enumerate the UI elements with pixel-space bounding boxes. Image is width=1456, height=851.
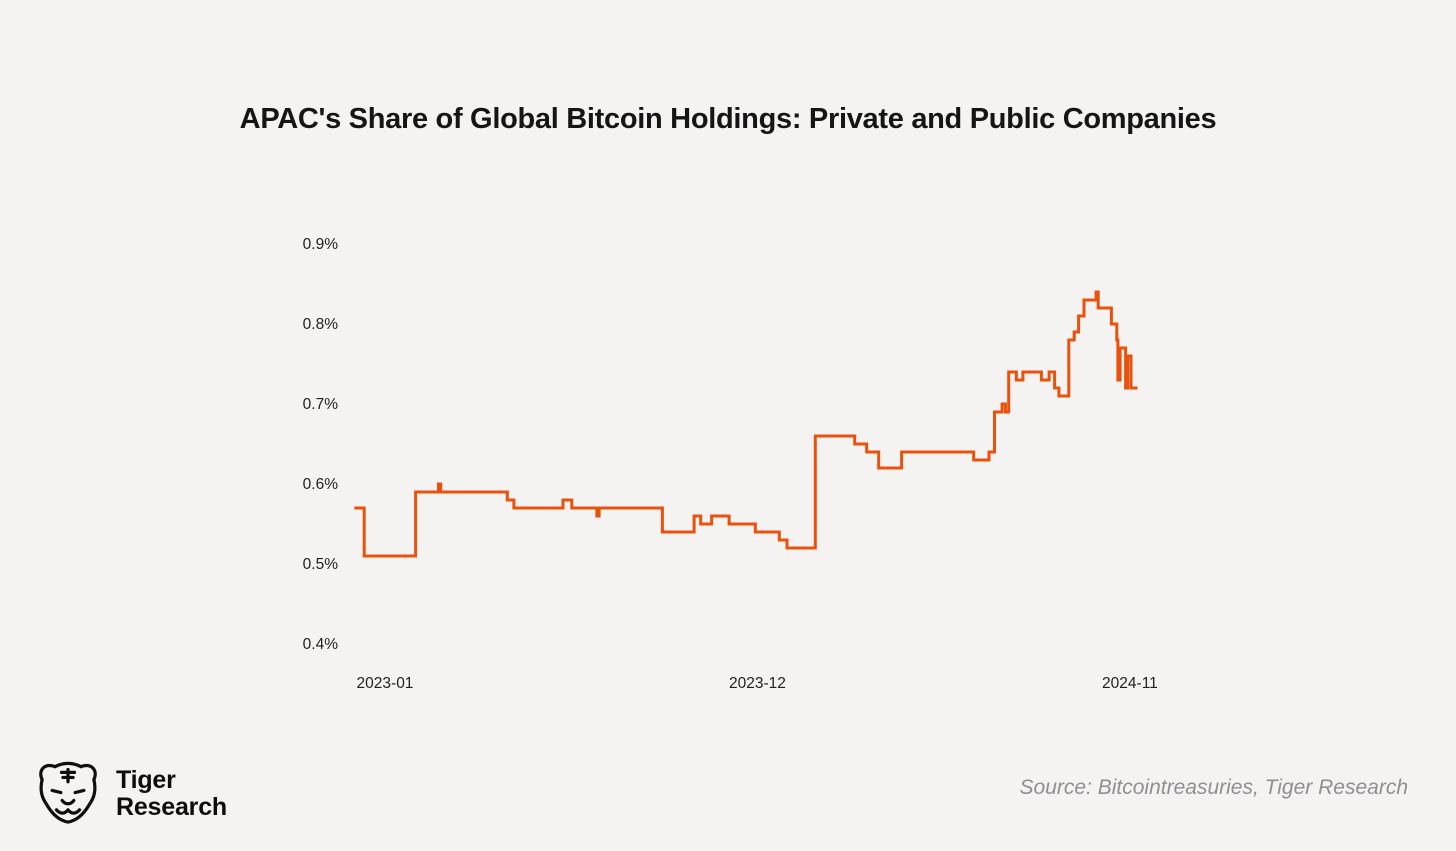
page-title: APAC's Share of Global Bitcoin Holdings:… [239, 103, 1217, 136]
y-tick-label: 0.7% [303, 396, 339, 413]
source-caption: Source: Bitcointreasuries, Tiger Researc… [1019, 776, 1408, 799]
logo-wordmark: Tiger Research [116, 765, 227, 822]
tiger-face-icon [39, 761, 97, 824]
y-tick-label: 0.8% [303, 316, 339, 333]
bitcoin-share-step-chart: 0.9% 0.8% 0.7% 0.6% 0.5% 0.4% 2023-01 2023-12 20… [280, 220, 1180, 710]
chart-canvas: 0.9% 0.8% 0.7% 0.6% 0.5% 0.4% 2023-01 2023-12 20… [303, 236, 1158, 692]
y-tick-label: 0.5% [303, 556, 339, 573]
x-tick-label: 2023-12 [729, 675, 786, 692]
y-tick-label: 0.6% [303, 476, 339, 493]
x-tick-label: 2023-01 [357, 675, 414, 692]
y-tick-label: 0.9% [303, 236, 339, 253]
logo-word-1: Tiger [116, 765, 176, 794]
x-tick-label: 2024-11 [1102, 675, 1158, 692]
series-line-apac-share [354, 290, 1138, 558]
tiger-research-logo: Tiger Research [32, 758, 227, 830]
y-tick-label: 0.4% [303, 636, 339, 653]
logo-word-2: Research [116, 793, 227, 821]
